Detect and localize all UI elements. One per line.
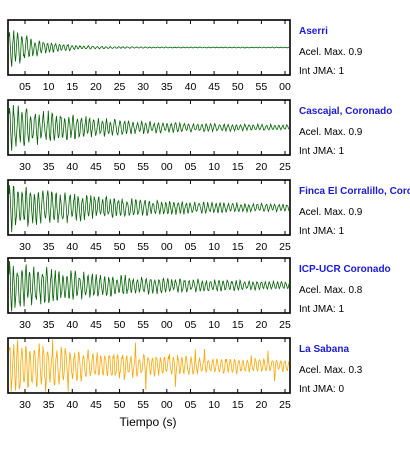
station-info: Acel. Max. 0.9 — [299, 207, 363, 218]
x-tick-label: 00 — [161, 241, 173, 253]
x-tick-label: 50 — [114, 319, 126, 331]
x-tick-label: 15 — [232, 319, 244, 331]
x-tick-label: 35 — [43, 241, 55, 253]
x-tick-label: 45 — [90, 399, 102, 411]
x-tick-label: 00 — [161, 161, 173, 173]
x-tick-label: 05 — [185, 241, 197, 253]
x-tick-label: 05 — [185, 399, 197, 411]
waveform-trace — [8, 185, 290, 233]
x-tick-label: 00 — [161, 399, 173, 411]
x-tick-label: 35 — [161, 81, 173, 93]
x-tick-label: 00 — [161, 319, 173, 331]
panel-0: 05 10 15 20 25 30 35 40 45 50 55 00 Aserri Acel. Max.… — [7, 19, 363, 93]
panel-frame — [7, 257, 291, 314]
station-name: ICP-UCR Coronado — [299, 264, 391, 275]
x-tick-label: 10 — [208, 319, 220, 331]
x-tick-label: 50 — [232, 81, 244, 93]
x-tick-label: 35 — [43, 399, 55, 411]
x-tick-label: 40 — [66, 319, 78, 331]
x-tick-label: 50 — [114, 161, 126, 173]
x-tick-label: 15 — [232, 399, 244, 411]
station-info: Int JMA: 1 — [299, 146, 344, 157]
waveform-trace — [8, 260, 290, 312]
x-tick-label: 55 — [137, 241, 149, 253]
x-tick-label: 30 — [19, 399, 31, 411]
x-tick-label: 45 — [90, 161, 102, 173]
x-tick-label: 15 — [66, 81, 78, 93]
station-name: Finca El Corralillo, Coronado — [299, 186, 410, 197]
x-tick-label: 30 — [19, 161, 31, 173]
panel-4: 30 35 40 45 50 55 00 05 10 15 20 25 La Sabana Acel. M… — [7, 337, 363, 411]
x-tick-label: 55 — [256, 81, 268, 93]
x-tick-label: 25 — [279, 161, 291, 173]
x-tick-label: 05 — [185, 319, 197, 331]
x-tick-label: 35 — [43, 319, 55, 331]
x-tick-label: 40 — [66, 399, 78, 411]
panel-2: 30 35 40 45 50 55 00 05 10 15 20 25 Finca El Corrali… — [7, 179, 410, 253]
x-tick-label: 45 — [90, 241, 102, 253]
station-info: Acel. Max. 0.8 — [299, 285, 363, 296]
x-tick-label: 25 — [279, 319, 291, 331]
panel-3: 30 35 40 45 50 55 00 05 10 15 20 25 ICP-UCR Coronado… — [7, 257, 391, 331]
station-info: Acel. Max. 0.3 — [299, 365, 363, 376]
x-tick-label: 15 — [232, 241, 244, 253]
x-tick-label: 45 — [208, 81, 220, 93]
x-tick-label: 10 — [208, 241, 220, 253]
x-tick-label: 20 — [256, 399, 268, 411]
x-tick-label: 35 — [43, 161, 55, 173]
x-tick-label: 25 — [114, 81, 126, 93]
station-info: Int JMA: 1 — [299, 226, 344, 237]
panel-frame — [7, 179, 291, 236]
x-tick-label: 10 — [208, 399, 220, 411]
x-tick-label: 05 — [185, 161, 197, 173]
x-tick-label: 45 — [90, 319, 102, 331]
station-name: La Sabana — [299, 344, 349, 355]
x-axis-title: Tiempo (s) — [120, 415, 177, 429]
x-tick-label: 50 — [114, 399, 126, 411]
panels: 05 10 15 20 25 30 35 40 45 50 55 00 Aserri Acel. Max.… — [7, 19, 410, 411]
panel-frame — [7, 337, 291, 394]
station-name: Aserri — [299, 26, 328, 37]
waveform-trace — [8, 104, 290, 151]
x-tick-label: 55 — [137, 161, 149, 173]
x-tick-label: 40 — [66, 241, 78, 253]
x-tick-label: 20 — [256, 319, 268, 331]
panel-1: 30 35 40 45 50 55 00 05 10 15 20 25 Cascajal, Corona… — [7, 99, 392, 173]
x-tick-label: 10 — [43, 81, 55, 93]
x-tick-label: 30 — [19, 241, 31, 253]
station-info: Int JMA: 1 — [299, 304, 344, 315]
x-tick-label: 25 — [279, 399, 291, 411]
x-tick-label: 20 — [256, 241, 268, 253]
x-tick-label: 55 — [137, 399, 149, 411]
x-tick-label: 40 — [185, 81, 197, 93]
station-info: Int JMA: 0 — [299, 384, 344, 395]
x-tick-label: 15 — [232, 161, 244, 173]
x-tick-label: 25 — [279, 241, 291, 253]
x-tick-label: 20 — [90, 81, 102, 93]
station-info: Acel. Max. 0.9 — [299, 127, 363, 138]
x-tick-label: 05 — [19, 81, 31, 93]
x-tick-label: 30 — [137, 81, 149, 93]
panel-frame — [7, 19, 291, 76]
panel-frame — [7, 99, 291, 156]
waveform-trace — [8, 339, 290, 392]
x-tick-label: 40 — [66, 161, 78, 173]
waveform-trace — [8, 30, 290, 67]
x-tick-label: 50 — [114, 241, 126, 253]
station-name: Cascajal, Coronado — [299, 106, 392, 117]
x-tick-label: 10 — [208, 161, 220, 173]
x-tick-label: 20 — [256, 161, 268, 173]
x-tick-label: 55 — [137, 319, 149, 331]
station-info: Int JMA: 1 — [299, 66, 344, 77]
x-tick-label: 00 — [279, 81, 291, 93]
station-info: Acel. Max. 0.9 — [299, 47, 363, 58]
x-tick-label: 30 — [19, 319, 31, 331]
